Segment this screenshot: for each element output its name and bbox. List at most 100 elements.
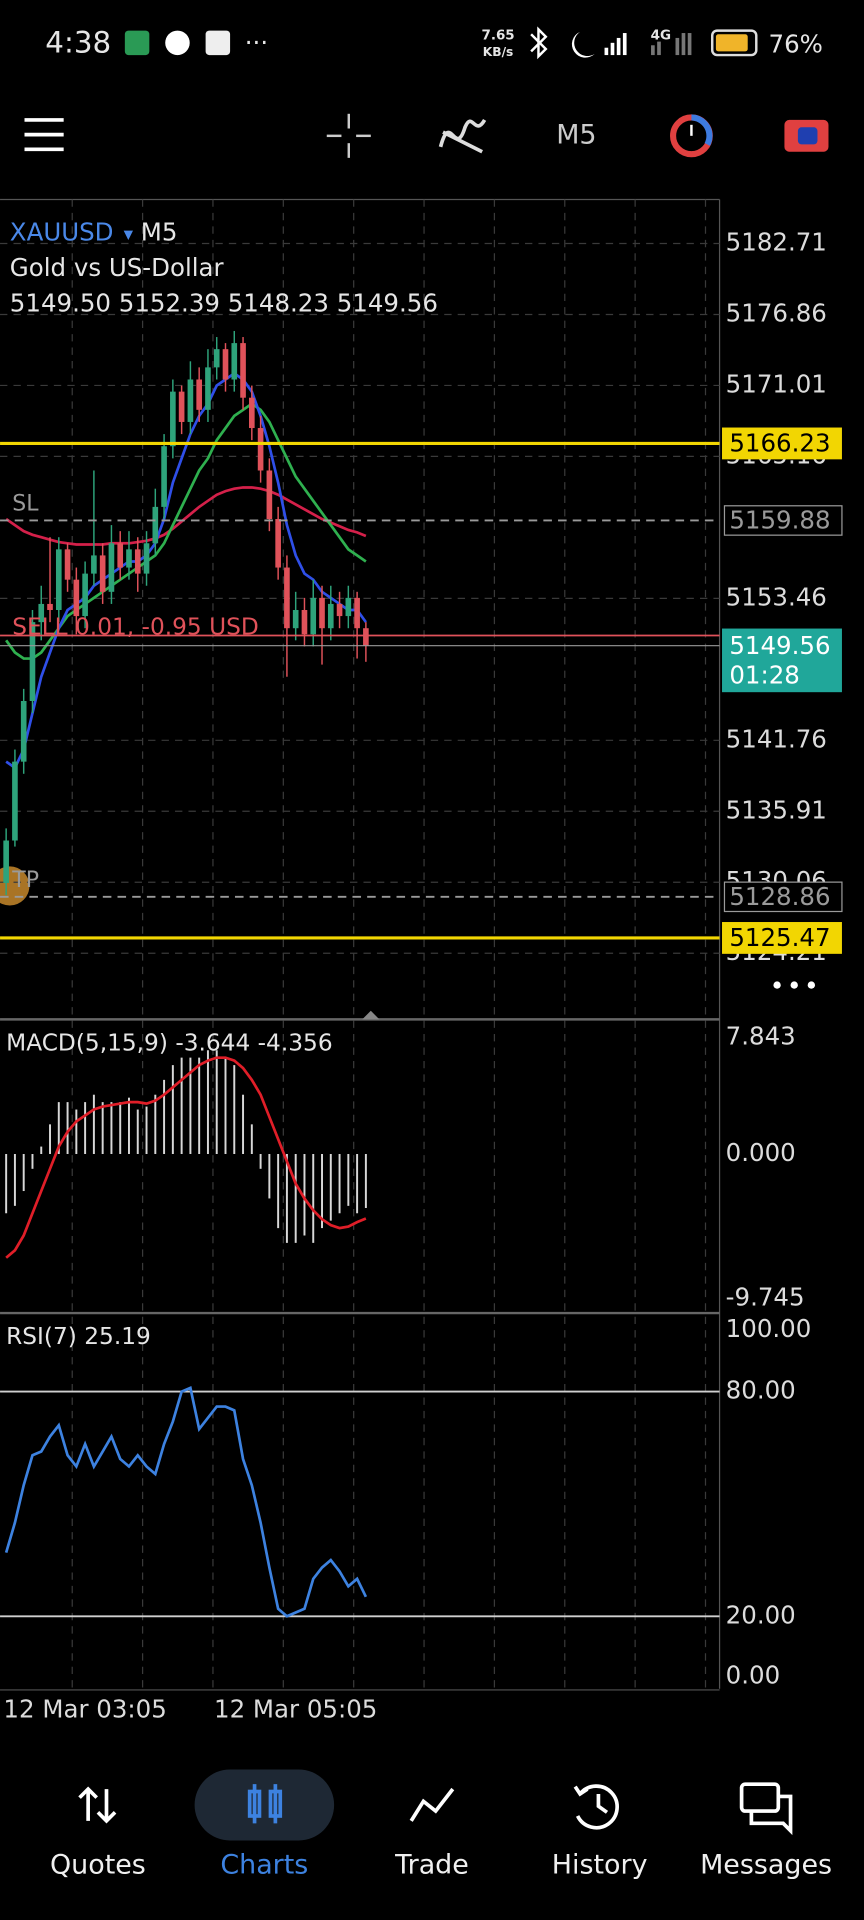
level-name: SL [12,492,39,517]
nav-item[interactable]: Trade [394,1850,469,1881]
candle-body [292,610,299,629]
candle-body [126,549,132,568]
clock: 4:38 [45,26,111,60]
trade-icon [409,1787,455,1822]
trade-toggle-button[interactable] [784,119,829,152]
menu-button[interactable] [24,118,64,152]
level-label-box [722,427,842,460]
candle-body [20,700,27,762]
notification-icon [165,30,190,56]
crosshair-button[interactable] [326,113,371,158]
position-label: SELL 0.01, -0.95 USD [12,614,259,641]
symbol-dropdown[interactable]: ▼ [124,227,134,241]
candle-body [152,506,159,544]
signal-icon-2 [651,33,692,56]
candle-body [240,343,246,398]
level-label: 5125.47 [729,923,830,952]
nav-item[interactable]: Charts [220,1850,308,1881]
candle-body [170,391,176,447]
price-tick-label: 5135.91 [726,795,827,824]
candle-body [249,397,255,429]
candle-body [222,349,229,380]
level-name: TP [11,868,39,893]
active-tab-pill [194,1769,335,1841]
network-type: 4G [651,28,671,43]
rsi-line [4,1385,368,1618]
candle-body [319,597,325,629]
candle-body [91,555,97,574]
messages-icon [739,1782,793,1836]
candle-body [47,603,53,611]
candle-body [143,543,150,574]
price-tick-label: 5171.01 [726,369,827,398]
last-price-label: 5149.56 [729,631,830,660]
candle-body [134,549,141,574]
macd-tick-label: -9.745 [726,1282,805,1311]
more-notifications: ··· [245,28,268,57]
candle-body [213,349,220,368]
candle-body [38,603,45,623]
candle-body [12,761,18,841]
chart: 5182.715176.865171.015165.165153.465141.… [0,198,843,1724]
level-label-box [723,881,843,913]
status-bar: 4:38 ··· 7.65 KB/s 4G 76% [45,26,823,60]
vertical-grid [71,199,707,1689]
rsi-tick-label: 80.00 [726,1376,796,1405]
moving-average [5,402,367,660]
indicators-button[interactable] [438,118,487,154]
symbol[interactable]: XAUUSD [10,218,114,247]
level-label: 5166.23 [729,429,830,458]
price-tick-label: 5176.86 [726,298,827,327]
toolbar: M5 [24,113,829,158]
candle-body [196,379,202,410]
moon-icon [571,31,595,58]
rsi-tick-label: 100.00 [726,1314,812,1343]
macd-tick-label: 0.000 [726,1138,796,1167]
time-label: 12 Mar 03:05 [3,1695,166,1724]
price-tick-label: 5153.46 [726,582,827,611]
ohlc: 5149.50 5152.39 5148.23 5149.56 [10,289,438,318]
battery-outline [711,29,758,57]
nav-item[interactable]: Quotes [50,1850,146,1881]
candle-body [205,367,211,410]
candle-body [178,391,185,422]
level-label: 5128.86 [729,882,830,911]
level-label: 5159.88 [729,506,830,535]
signal-icon [604,33,627,56]
macd-signal [5,1056,367,1259]
notification-icon [205,30,231,56]
candle-body [327,603,334,629]
macd-title: MACD(5,15,9) -3.644 -4.356 [6,1029,332,1056]
panel-resize-handle[interactable] [362,1010,380,1020]
quotes-icon [78,1786,117,1824]
last-price-box [722,628,842,693]
candle-body [275,519,281,568]
one-click-button[interactable] [670,114,713,158]
battery-text: 76% [769,29,823,58]
candle-body [336,603,343,617]
price-tick-label: 5182.71 [726,228,827,257]
rsi-tick-label: 20.00 [726,1600,796,1629]
candle-body [354,597,360,629]
more-button[interactable] [773,981,816,989]
candle-body [161,446,167,507]
candle-body [64,549,71,580]
candle-body [73,579,80,617]
battery-level [715,34,748,52]
timeframe-button[interactable]: M5 [556,119,596,150]
charts-icon [247,1784,283,1824]
countdown: 01:28 [729,660,800,689]
bottom-nav: Quotes Charts Trade History Messages [50,1769,832,1881]
level-label-box [722,922,842,954]
moving-average [5,486,367,546]
nav-item[interactable]: Messages [700,1850,832,1881]
candle-body [345,597,352,617]
nav-item[interactable]: History [552,1850,648,1881]
symbol-description: Gold vs US-Dollar [10,253,225,282]
candle-body [257,428,264,471]
candle-body [284,567,290,629]
level-label-box [723,505,843,536]
candle-body [108,543,115,592]
